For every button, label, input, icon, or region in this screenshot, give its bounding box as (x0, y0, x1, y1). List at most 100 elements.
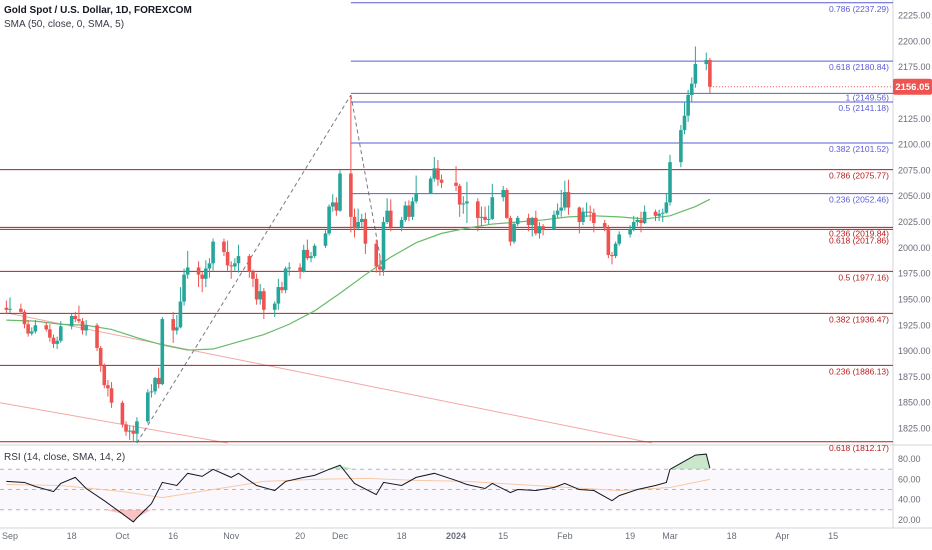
candle-body (309, 256, 313, 259)
candle-body (388, 210, 393, 228)
candle-body (334, 202, 339, 211)
time-tick-label: 18 (67, 531, 77, 541)
candle (378, 256, 382, 276)
grid-lines (0, 0, 932, 529)
candle (301, 244, 306, 273)
rsi-overbought-fill (329, 454, 710, 470)
candle-body (283, 268, 288, 291)
price-tick-label: 1850.00 (898, 398, 931, 408)
candle-body (635, 219, 640, 223)
candle (312, 243, 317, 259)
candle-body (584, 211, 589, 213)
candle (196, 261, 201, 288)
candle (704, 52, 709, 71)
candle (251, 269, 255, 288)
rsi-legend[interactable]: RSI (14, close, SMA, 14, 2) (4, 452, 126, 463)
fib-upper-label: 0.382 (2101.52) (829, 144, 889, 154)
candle-body (708, 59, 712, 87)
time-tick-label: 19 (625, 531, 635, 541)
rsi-tick-label: 60.00 (898, 474, 921, 484)
candle (374, 239, 379, 273)
time-axis[interactable]: Sep 18 Oct 16 Nov 20 Dec 18 2024 15 Feb 19 Mar 18 Apr 1… (2, 531, 838, 541)
candle-body (124, 424, 128, 432)
candle (628, 225, 632, 238)
candle-body (410, 201, 415, 217)
candle-body (631, 222, 636, 230)
candle-body (385, 210, 389, 223)
candle-body (479, 216, 484, 218)
candle (247, 254, 252, 278)
candle-body (26, 324, 30, 334)
rsi-axis[interactable]: 20.00 40.00 60.00 80.00 (898, 454, 921, 525)
price-tick-label: 1925.00 (898, 320, 931, 330)
candle-body (541, 226, 545, 230)
candle-body (272, 303, 277, 310)
candle (276, 278, 281, 310)
candle (566, 179, 571, 215)
time-tick-label: Oct (115, 531, 130, 541)
candle (131, 425, 136, 441)
candle-body (653, 211, 658, 216)
candle-body (80, 321, 85, 331)
time-tick-label: Feb (557, 531, 573, 541)
time-tick-label: 20 (295, 531, 305, 541)
candle-body (436, 168, 440, 180)
fib-lower-label: 0.236 (1886.13) (829, 366, 889, 376)
rsi-pane[interactable] (0, 453, 893, 523)
candle-body (233, 263, 237, 267)
rsi-tick-label: 20.00 (898, 515, 921, 525)
candle (211, 238, 215, 271)
candle (323, 230, 328, 248)
candle-body (95, 325, 99, 348)
candle (613, 241, 618, 259)
candle (58, 321, 63, 343)
candle-body (127, 430, 132, 432)
candle (8, 297, 12, 313)
candle (222, 238, 226, 257)
candle (48, 324, 52, 342)
price-tick-label: 2000.00 (898, 243, 931, 253)
candle-body (135, 421, 139, 434)
candle (149, 384, 154, 398)
candle-body (8, 308, 12, 310)
candle-body (461, 203, 466, 205)
price-tick-label: 2025.00 (898, 217, 931, 227)
rsi-tick-label: 40.00 (898, 495, 921, 505)
candle (283, 266, 288, 294)
candle-body (577, 207, 582, 223)
candle-body (51, 337, 56, 344)
candle-body (84, 325, 88, 331)
candle-body (693, 64, 698, 84)
sma-legend[interactable]: SMA (50, close, 0, SMA, 5) (4, 19, 125, 30)
time-tick-label: Sep (2, 531, 18, 541)
chart-title[interactable]: Gold Spot / U.S. Dollar, 1D, FOREXCOM (4, 5, 192, 16)
candle-body (432, 168, 437, 179)
candle (403, 201, 408, 223)
price-pane[interactable]: 0.786 (2237.29) 0.618 (2180.84) 1 (2149.56… (0, 2, 893, 453)
candle-body (182, 274, 186, 302)
candle (327, 204, 331, 236)
candle-body (254, 278, 259, 300)
price-axis[interactable]: 2156.05 1825.00 1850.00 1875.00 1900.00 1925.… (893, 10, 932, 434)
candle-body (298, 267, 302, 272)
candle (555, 203, 560, 218)
candle-body (363, 218, 368, 244)
candle-body (457, 185, 462, 205)
candle (508, 215, 513, 246)
candle (410, 197, 415, 220)
price-tick-label: 1975.00 (898, 269, 931, 279)
candle (432, 156, 437, 182)
candle (160, 317, 165, 386)
candle (631, 215, 636, 232)
sma-line (6, 198, 711, 351)
candle-body (454, 182, 458, 186)
candle-body (356, 222, 360, 229)
candle (363, 212, 368, 255)
candle (617, 231, 622, 246)
candle (454, 166, 458, 192)
candle-body (505, 190, 509, 218)
candle-body (606, 228, 611, 256)
candle (330, 194, 335, 212)
candle-body (563, 192, 567, 208)
